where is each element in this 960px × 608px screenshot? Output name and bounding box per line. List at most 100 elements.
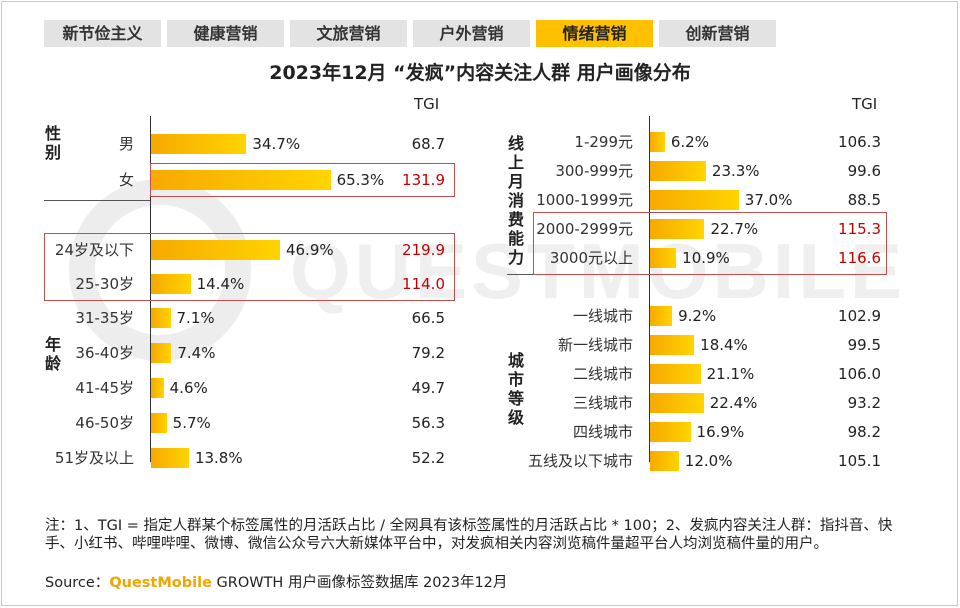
left-row-0-0: 男 34.7% 68.7	[0, 132, 960, 156]
left-tgi-value: 131.9	[402, 171, 445, 189]
right-bar	[650, 306, 673, 326]
left-percent-label: 4.6%	[169, 379, 208, 397]
left-group-title-1: 年龄	[44, 335, 61, 373]
left-bar	[151, 448, 189, 468]
right-axis-line	[649, 116, 650, 462]
left-category-label: 31-35岁	[75, 309, 134, 327]
right-row-0-4: 3000元以上 10.9% 116.6	[0, 246, 960, 270]
left-group-separator-0	[44, 200, 150, 201]
right-percent-label: 10.9%	[682, 249, 730, 267]
right-group-title-0: 线上月消费能力	[507, 133, 524, 267]
right-tgi-header: TGI	[852, 95, 878, 113]
right-percent-label: 9.2%	[678, 307, 717, 325]
right-category-label: 四线城市	[572, 423, 633, 441]
right-tgi-value: 99.6	[847, 162, 881, 180]
right-percent-label: 6.2%	[670, 133, 709, 151]
right-tgi-value: 106.0	[838, 365, 881, 383]
right-percent-label: 22.4%	[709, 394, 758, 412]
left-category-label: 男	[118, 135, 134, 153]
right-category-label: 1000-1999元	[536, 191, 633, 209]
right-bar	[650, 190, 739, 210]
right-row-0-3: 2000-2999元 22.7% 115.3	[0, 217, 960, 241]
source-brand: QuestMobile	[109, 575, 212, 591]
right-bar	[650, 364, 701, 384]
right-group-title-1: 城市等级	[507, 350, 524, 427]
left-percent-label: 13.8%	[194, 449, 243, 467]
right-category-label: 新一线城市	[557, 336, 633, 354]
left-row-1-5: 46-50岁 5.7% 56.3	[0, 411, 960, 435]
tab-5[interactable]: 创新营销	[659, 20, 776, 47]
left-bar	[151, 343, 172, 363]
left-tgi-value: 114.0	[402, 275, 445, 293]
right-tgi-value: 115.3	[838, 220, 881, 238]
source-suffix: GROWTH 用户画像标签数据库 2023年12月	[211, 575, 508, 591]
right-row-1-4: 四线城市 16.9% 98.2	[0, 420, 960, 444]
left-row-1-2: 31-35岁 7.1% 66.5	[0, 306, 960, 330]
left-tgi-value: 79.2	[411, 344, 445, 362]
right-percent-label: 37.0%	[744, 191, 793, 209]
left-category-label: 46-50岁	[75, 414, 134, 432]
right-row-1-1: 新一线城市 18.4% 99.5	[0, 333, 960, 357]
right-row-0-0: 1-299元 6.2% 106.3	[0, 130, 960, 154]
left-row-1-0: 24岁及以下 46.9% 219.9	[0, 238, 960, 262]
left-category-label: 24岁及以下	[54, 241, 134, 259]
left-bar	[151, 308, 171, 328]
right-row-1-5: 五线及以下城市 12.0% 105.1	[0, 449, 960, 473]
left-tgi-value: 56.3	[411, 414, 445, 432]
left-category-label: 41-45岁	[75, 379, 134, 397]
right-percent-label: 21.1%	[706, 365, 755, 383]
left-percent-label: 7.1%	[176, 309, 215, 327]
left-percent-label: 65.3%	[336, 171, 385, 189]
right-percent-label: 12.0%	[684, 452, 733, 470]
left-tgi-value: 66.5	[411, 309, 445, 327]
right-percent-label: 23.3%	[711, 162, 760, 180]
left-tgi-value: 49.7	[411, 379, 445, 397]
right-tgi-value: 102.9	[838, 307, 881, 325]
right-row-1-0: 一线城市 9.2% 102.9	[0, 304, 960, 328]
left-tgi-value: 52.2	[411, 449, 445, 467]
right-category-label: 一线城市	[572, 307, 633, 325]
tab-4[interactable]: 情绪营销	[536, 20, 653, 47]
left-highlight-box-0	[150, 163, 455, 197]
right-bar	[650, 451, 679, 471]
left-bar	[151, 378, 164, 398]
right-category-label: 1-299元	[574, 133, 633, 151]
right-category-label: 三线城市	[572, 394, 633, 412]
left-highlight-box-1	[44, 233, 455, 301]
right-bar	[650, 132, 665, 152]
left-group-title-0: 性别	[44, 124, 61, 162]
right-row-0-1: 300-999元 23.3% 99.6	[0, 159, 960, 183]
left-category-label: 51岁及以上	[54, 449, 134, 467]
tab-bar: 新节俭主义 健康营销 文旅营销 户外营销 情绪营销 创新营销	[44, 20, 776, 47]
right-category-label: 300-999元	[555, 162, 633, 180]
right-bar	[650, 219, 705, 239]
right-bar	[650, 248, 677, 268]
tab-1[interactable]: 健康营销	[167, 20, 284, 47]
chart-title: 2023年12月 “发疯”内容关注人群 用户画像分布	[269, 62, 691, 84]
tab-2[interactable]: 文旅营销	[290, 20, 407, 47]
source-prefix: Source：	[45, 575, 110, 591]
right-category-label: 二线城市	[572, 365, 633, 383]
footnote: 注：1、TGI = 指定人群某个标签属性的月活跃占比 / 全网具有该标签属性的月…	[45, 518, 893, 552]
left-bar	[151, 240, 280, 260]
left-bar	[151, 170, 331, 190]
right-percent-label: 18.4%	[700, 336, 748, 354]
tab-3[interactable]: 户外营销	[413, 20, 530, 47]
left-percent-label: 5.7%	[172, 414, 211, 432]
right-bar	[650, 422, 691, 442]
left-row-1-4: 41-45岁 4.6% 49.7	[0, 376, 960, 400]
right-category-label: 五线及以下城市	[527, 452, 633, 470]
left-category-label: 25-30岁	[75, 275, 134, 293]
left-row-1-6: 51岁及以上 13.8% 52.2	[0, 446, 960, 470]
left-tgi-value: 68.7	[411, 135, 445, 153]
left-percent-label: 7.4%	[177, 344, 216, 362]
right-bar	[650, 161, 706, 181]
tab-0[interactable]: 新节俭主义	[44, 20, 161, 47]
right-row-0-2: 1000-1999元 37.0% 88.5	[0, 188, 960, 212]
left-percent-label: 34.7%	[252, 135, 301, 153]
right-category-label: 2000-2999元	[536, 220, 633, 238]
source-line: Source：QuestMobile GROWTH 用户画像标签数据库 2023…	[45, 574, 507, 592]
right-tgi-value: 105.1	[838, 452, 881, 470]
right-bar	[650, 393, 704, 413]
